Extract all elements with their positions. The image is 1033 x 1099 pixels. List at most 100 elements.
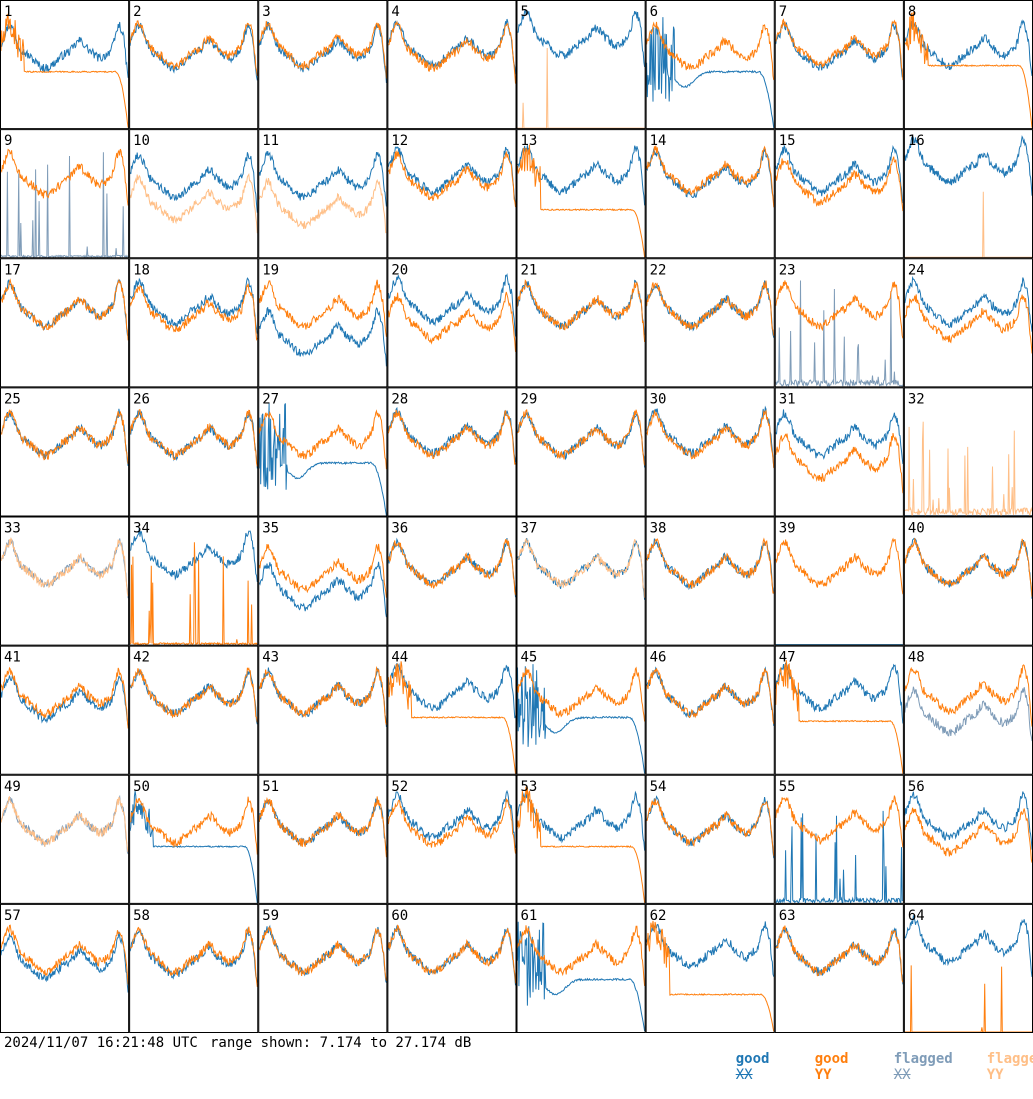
panel-27-yy-line [258,409,387,470]
panel-19-xx-line [258,307,387,367]
panel-56-xx-line [904,791,1033,850]
panel-44-yy-line [387,661,516,774]
panel-3-frame [258,0,388,130]
panel-2: 2 [129,0,259,130]
panel-60-frame [387,903,517,1033]
panel-17-label: 17 [4,262,21,278]
panel-48-yy-line [904,664,1033,727]
panel-9-label: 9 [4,133,12,149]
panel-43-yy-line [258,665,387,726]
panel-27-label: 27 [262,391,279,407]
panel-16-yy-line [904,191,1032,258]
panel-59-frame [258,903,388,1033]
panel-45-label: 45 [521,650,538,666]
panel-32-yy-line [904,421,1033,518]
panel-39: 39 [774,516,904,646]
panel-54-frame [645,774,775,904]
panel-21-yy-line [517,279,646,343]
panel-28-frame [387,387,517,517]
panel-6: 6 [645,0,775,130]
panel-24-label: 24 [908,262,925,278]
legend-flagged-yy-pol: YY [986,1067,1004,1083]
panel-19: 19 [258,258,388,388]
panel-49-label: 49 [4,779,21,795]
panel-56: 56 [903,774,1033,904]
panel-59: 59 [258,903,388,1033]
panel-33: 33 [0,516,130,646]
panel-12-xx-line [387,146,516,205]
panel-63-yy-line [775,925,904,983]
legend-good-yy: good YY [781,1035,849,1099]
panel-4: 4 [387,0,517,130]
panel-19-label: 19 [262,262,279,278]
panel-27: 27 [258,387,388,517]
panel-16: 16 [903,129,1033,259]
panel-16-xx-line [904,135,1033,196]
panel-46-yy-line [646,668,775,725]
panel-36-yy-line [387,538,516,596]
panel-47-xx-line [775,662,904,724]
panel-18-xx-line [129,277,258,334]
panel-24-yy-line [904,294,1033,354]
panel-53-frame [516,774,646,904]
panel-49: 49 [0,774,130,904]
panel-17-yy-line [0,278,129,341]
panel-40-label: 40 [908,521,925,537]
panel-50-label: 50 [133,779,150,795]
panel-35-label: 35 [262,521,279,537]
legend-good-xx-word: good [735,1051,770,1067]
legend-flagged-yy-word: flagged [986,1051,1033,1067]
panel-18: 18 [129,258,259,388]
panel-12-label: 12 [391,133,408,149]
panel-6-yy-line [646,21,775,81]
panel-41-yy-line [0,666,129,729]
panel-28-label: 28 [391,391,408,407]
panel-44-frame [387,645,517,775]
panel-38-frame [645,516,775,646]
panel-7-yy-line [775,18,904,81]
panel-11-yy-line [258,177,387,234]
panel-33-frame [0,516,130,646]
legend-flagged-xx: flagged XX [860,1035,953,1099]
panel-14: 14 [645,129,775,259]
panel-23-yy-line [775,280,904,339]
panel-7-frame [774,0,904,130]
panel-22-yy-line [646,280,775,336]
panel-43-label: 43 [262,650,279,666]
panel-9-frame [0,129,130,259]
panel-61-yy-line [517,925,646,986]
panel-32: 32 [903,387,1033,518]
panel-17-frame [0,258,130,388]
panel-38-xx-line [646,538,775,594]
panel-62-yy-line [646,920,775,1032]
panel-23: 23 [774,258,904,389]
panel-61: 61 [516,903,646,1033]
panel-40-yy-line [904,538,1033,597]
panel-46: 46 [645,645,775,775]
panel-49-yy-line [0,795,129,853]
panel-31-yy-line [775,433,904,494]
panel-15-frame [774,129,904,259]
panel-21-frame [516,258,646,388]
panel-21-xx-line [517,279,646,336]
panel-34-xx-line [129,527,258,583]
panel-20-frame [387,258,517,388]
panel-11-frame [258,129,388,259]
panel-17: 17 [0,258,130,388]
panel-45-frame [516,645,646,775]
panel-31-label: 31 [779,391,796,407]
panel-2-label: 2 [133,4,141,20]
panel-10-xx-line [129,152,258,213]
panel-55: 55 [774,774,904,905]
panel-9: 9 [0,129,130,259]
panel-4-xx-line [387,18,516,75]
panel-35: 35 [258,516,388,646]
panel-11: 11 [258,129,388,259]
panel-40: 40 [903,516,1033,646]
panel-3-yy-line [258,20,387,79]
panel-18-frame [129,258,259,388]
panel-26-yy-line [129,409,258,467]
panel-26-frame [129,387,259,517]
panel-39-frame [774,516,904,646]
